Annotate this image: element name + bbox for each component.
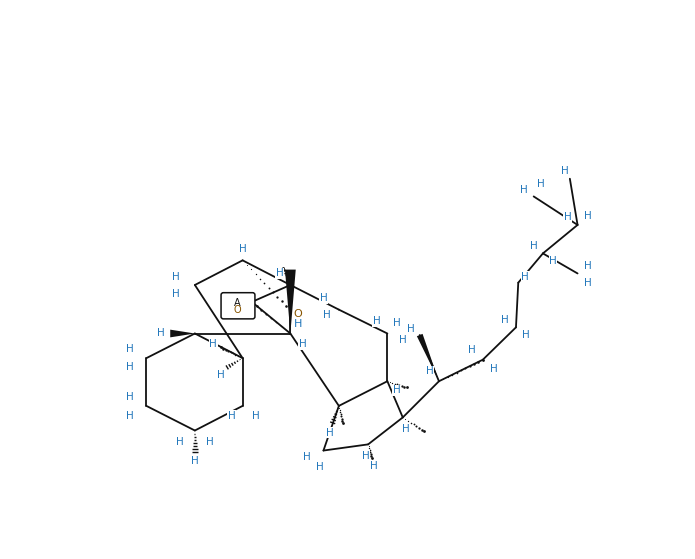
Text: H: H xyxy=(172,289,179,299)
Text: H: H xyxy=(126,392,134,401)
Text: H: H xyxy=(316,462,323,472)
Text: H: H xyxy=(228,411,236,421)
Text: O: O xyxy=(234,305,241,315)
Text: H: H xyxy=(126,411,134,421)
Text: H: H xyxy=(323,310,332,320)
Text: H: H xyxy=(157,329,165,339)
Text: H: H xyxy=(126,344,134,354)
Text: H: H xyxy=(500,315,508,325)
Text: H: H xyxy=(320,293,327,303)
Text: H: H xyxy=(537,179,546,189)
Text: H: H xyxy=(426,366,434,376)
Text: H: H xyxy=(206,437,214,447)
Text: H: H xyxy=(584,278,591,288)
Polygon shape xyxy=(417,334,439,381)
Text: H: H xyxy=(393,386,400,395)
Text: H: H xyxy=(520,185,528,195)
Text: H: H xyxy=(370,461,378,471)
Text: H: H xyxy=(522,330,530,340)
Text: H: H xyxy=(490,364,498,374)
Text: H: H xyxy=(126,362,134,372)
Text: H: H xyxy=(276,268,284,278)
Text: H: H xyxy=(176,437,183,447)
Text: H: H xyxy=(299,339,306,349)
Text: H: H xyxy=(302,452,311,462)
Text: H: H xyxy=(326,428,334,438)
Text: H: H xyxy=(549,256,557,266)
Text: H: H xyxy=(393,318,400,328)
Polygon shape xyxy=(285,269,296,334)
Text: H: H xyxy=(172,272,179,282)
Text: H: H xyxy=(191,456,199,466)
Text: H: H xyxy=(362,451,370,461)
Text: H: H xyxy=(399,335,407,345)
Text: H: H xyxy=(209,339,218,349)
Text: H: H xyxy=(468,345,476,356)
Text: A: A xyxy=(234,298,240,307)
Text: H: H xyxy=(521,272,529,282)
Text: H: H xyxy=(402,424,410,434)
Text: H: H xyxy=(407,324,414,334)
Text: H: H xyxy=(530,241,537,251)
Text: H: H xyxy=(294,319,302,329)
Polygon shape xyxy=(170,330,195,337)
Text: H: H xyxy=(217,370,225,380)
Text: H: H xyxy=(584,211,591,221)
Text: H: H xyxy=(584,260,591,271)
Text: H: H xyxy=(561,166,569,176)
Text: H: H xyxy=(564,212,571,222)
FancyBboxPatch shape xyxy=(221,293,255,319)
Text: H: H xyxy=(373,316,380,326)
Text: H: H xyxy=(252,411,259,421)
Text: H: H xyxy=(239,244,247,254)
Text: O: O xyxy=(294,309,302,319)
